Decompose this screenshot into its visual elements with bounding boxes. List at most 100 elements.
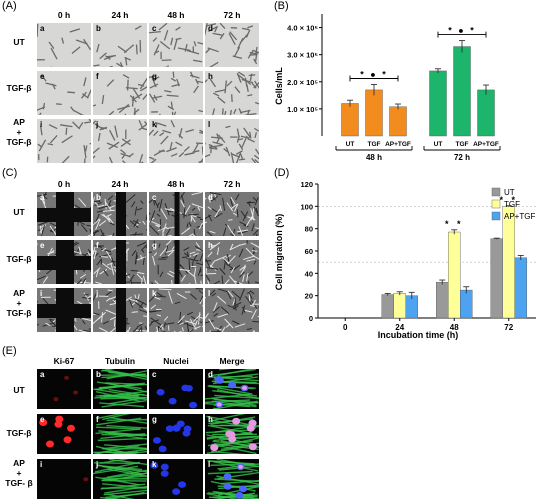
panel-c-image-i: i bbox=[36, 287, 92, 333]
panel-d-ytick-label: 80 bbox=[305, 225, 313, 234]
panel-a-image-a: a bbox=[36, 22, 92, 68]
panel-c-image-h: h bbox=[204, 239, 260, 285]
panel-b-bar bbox=[454, 47, 471, 136]
image-letter: g bbox=[152, 72, 157, 81]
panel-c-image-j: j bbox=[92, 287, 148, 333]
panel-b-ytick-label: 4.0 × 10⁵ bbox=[287, 24, 318, 33]
image-letter: l bbox=[208, 460, 210, 469]
panel-c-row-tgf: TGF-β bbox=[2, 254, 36, 264]
panel-b-bar bbox=[390, 107, 407, 136]
image-letter: j bbox=[96, 460, 98, 469]
panel-d-bar bbox=[460, 290, 472, 318]
panel-d-legend-swatch bbox=[492, 200, 500, 208]
panel-a-image-f: f bbox=[92, 70, 148, 116]
panel-c-image-k: k bbox=[148, 287, 204, 333]
panel-a-image-b: b bbox=[92, 22, 148, 68]
panel-b-ytick-label: 2.0 × 10⁵ bbox=[287, 78, 318, 87]
panel-a-row-ap-tgf: AP + TGF-β bbox=[2, 117, 36, 147]
panel-e-col-merge: Merge bbox=[204, 356, 260, 366]
panel-b-category-label: AP+TGF bbox=[385, 141, 411, 148]
panel-a-image-j: j bbox=[92, 118, 148, 164]
panel-a-image-h: h bbox=[204, 70, 260, 116]
panel-e-image-i: i bbox=[36, 458, 92, 500]
panel-d-bar bbox=[491, 239, 503, 318]
image-letter: a bbox=[40, 370, 44, 379]
panel-a-col-24h: 24 h bbox=[92, 10, 148, 20]
panel-e-image-h: h bbox=[204, 413, 260, 455]
panel-c-image-e: e bbox=[36, 239, 92, 285]
panel-d-ytick-label: 100 bbox=[300, 202, 313, 211]
panel-a-image-d: d bbox=[204, 22, 260, 68]
image-letter: b bbox=[96, 193, 101, 202]
panel-e-image-e: e bbox=[36, 413, 92, 455]
panel-d-ytick-label: 120 bbox=[300, 180, 313, 189]
panel-d-ytick-label: 40 bbox=[305, 269, 313, 278]
panel-a-image-e: e bbox=[36, 70, 92, 116]
panel-e-image-b: b bbox=[92, 368, 148, 410]
panel-a-image-i: i bbox=[36, 118, 92, 164]
panel-e-image-c: c bbox=[148, 368, 204, 410]
panel-e-image-j: j bbox=[92, 458, 148, 500]
panel-b-category-label: AP+TGF bbox=[473, 141, 499, 148]
panel-d-bar bbox=[394, 293, 406, 318]
image-letter: l bbox=[208, 120, 210, 129]
image-letter: i bbox=[40, 289, 42, 298]
panel-d-ytick-label: 20 bbox=[305, 292, 313, 301]
image-letter: h bbox=[208, 72, 213, 81]
image-letter: h bbox=[208, 241, 213, 250]
panel-a-image-l: l bbox=[204, 118, 260, 164]
panel-d-bar bbox=[503, 206, 515, 318]
panel-c-image-g: g bbox=[148, 239, 204, 285]
panel-b-ytick-label: 1.0 × 10⁵ bbox=[287, 105, 318, 114]
panel-c-row-ap-tgf: AP + TGF-β bbox=[2, 288, 36, 318]
panel-a-col-0h: 0 h bbox=[36, 10, 92, 20]
image-letter: f bbox=[96, 415, 99, 424]
panel-e-image-k: k bbox=[148, 458, 204, 500]
panel-d-bar bbox=[436, 282, 448, 318]
panel-a-row-tgf: TGF-β bbox=[2, 83, 36, 93]
panel-d-bar bbox=[382, 295, 394, 318]
panel-b-significance: * ● * bbox=[360, 69, 387, 79]
image-letter: i bbox=[40, 120, 42, 129]
panel-d-legend-swatch bbox=[492, 188, 500, 196]
panel-d-xtick-label: 72 bbox=[504, 323, 513, 332]
panel-b-category-label: UT bbox=[434, 141, 443, 148]
image-letter: a bbox=[40, 193, 44, 202]
panel-d-ytick-label: 0 bbox=[309, 314, 313, 323]
panel-a-col-72h: 72 h bbox=[204, 10, 260, 20]
panel-b-ylabel: Cells/mL bbox=[274, 67, 284, 105]
panel-b-bar bbox=[342, 103, 359, 136]
panel-d-legend-swatch bbox=[492, 212, 500, 220]
panel-d-legend-label: AP+TGF bbox=[504, 212, 535, 221]
panel-c-image-d: d bbox=[204, 191, 260, 237]
panel-d-ylabel: Cell migration (%) bbox=[274, 214, 284, 291]
panel-e-col-ki67: Ki-67 bbox=[36, 356, 92, 366]
image-letter: e bbox=[40, 415, 44, 424]
panel-e-image-f: f bbox=[92, 413, 148, 455]
image-letter: e bbox=[40, 72, 44, 81]
panel-d-legend-label: UT bbox=[504, 188, 515, 197]
panel-c-image-a: a bbox=[36, 191, 92, 237]
panel-d-bar bbox=[448, 232, 460, 318]
image-letter: g bbox=[152, 241, 157, 250]
panel-b-group-label: 72 h bbox=[454, 153, 470, 162]
panel-c-row-ut: UT bbox=[2, 207, 36, 217]
panel-b-category-label: UT bbox=[346, 141, 355, 148]
panel-e-row-ap-tgf: AP + TGF- β bbox=[2, 458, 36, 488]
panel-label-e: (E) bbox=[2, 345, 17, 357]
panel-e-row-ut: UT bbox=[2, 385, 36, 395]
panel-d-bar bbox=[515, 258, 527, 318]
panel-c-col-24h: 24 h bbox=[92, 179, 148, 189]
panel-b-bar bbox=[478, 90, 495, 136]
panel-d-ytick-label: 60 bbox=[305, 247, 313, 256]
panel-d-significance: * * bbox=[445, 219, 464, 229]
panel-e-col-nuclei: Nuclei bbox=[148, 356, 204, 366]
image-letter: b bbox=[96, 24, 101, 33]
panel-a-image-c: c bbox=[148, 22, 204, 68]
panel-c-col-0h: 0 h bbox=[36, 179, 92, 189]
image-letter: c bbox=[152, 370, 156, 379]
panel-label-c: (C) bbox=[2, 167, 17, 179]
image-letter: l bbox=[208, 289, 210, 298]
